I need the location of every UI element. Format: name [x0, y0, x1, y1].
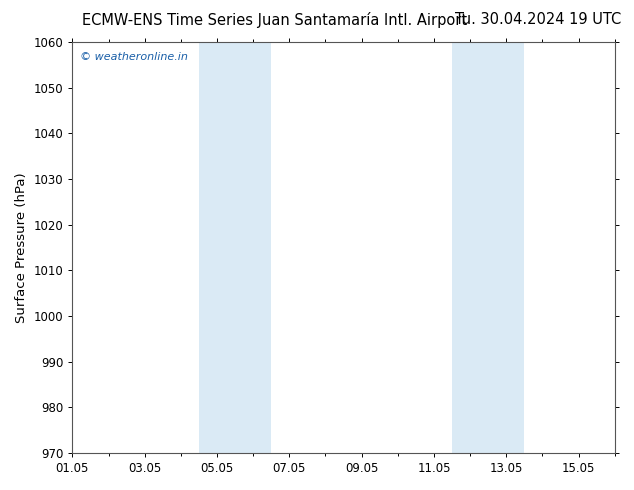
- Y-axis label: Surface Pressure (hPa): Surface Pressure (hPa): [15, 172, 28, 323]
- Bar: [199, 42, 271, 453]
- Text: © weatheronline.in: © weatheronline.in: [81, 52, 188, 62]
- Text: ECMW-ENS Time Series Juan Santamaría Intl. Airport: ECMW-ENS Time Series Juan Santamaría Int…: [82, 12, 467, 28]
- Text: Tu. 30.04.2024 19 UTC: Tu. 30.04.2024 19 UTC: [455, 12, 621, 27]
- Bar: [452, 42, 524, 453]
